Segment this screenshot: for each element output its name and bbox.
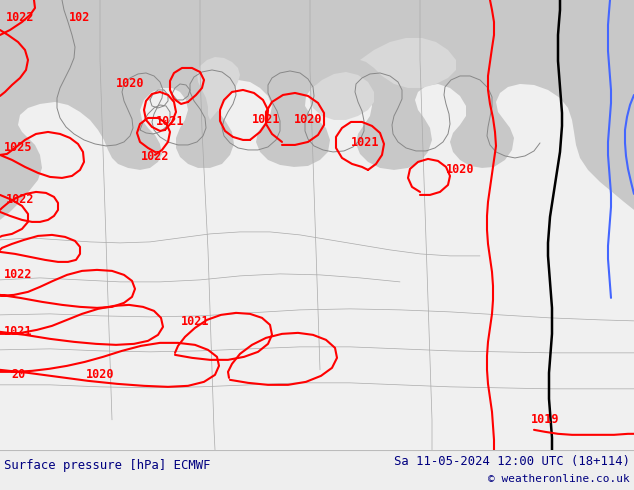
Polygon shape <box>0 0 634 220</box>
Polygon shape <box>309 72 374 120</box>
Text: © weatheronline.co.uk: © weatheronline.co.uk <box>488 474 630 484</box>
Text: 1022: 1022 <box>4 269 32 281</box>
Text: 1021: 1021 <box>4 325 32 339</box>
Text: 1025: 1025 <box>4 142 32 154</box>
Text: 1021: 1021 <box>156 116 184 128</box>
Text: 20: 20 <box>11 368 25 381</box>
Text: Surface pressure [hPa] ECMWF: Surface pressure [hPa] ECMWF <box>4 459 210 471</box>
Text: 102: 102 <box>69 11 91 24</box>
Text: 1022: 1022 <box>6 11 34 24</box>
Text: 1019: 1019 <box>531 414 559 426</box>
Text: 1020: 1020 <box>446 164 474 176</box>
Text: 1020: 1020 <box>86 368 114 381</box>
Text: Sa 11-05-2024 12:00 UTC (18+114): Sa 11-05-2024 12:00 UTC (18+114) <box>394 455 630 467</box>
Text: 1022: 1022 <box>141 150 169 164</box>
Text: 1021: 1021 <box>252 114 280 126</box>
Text: 1022: 1022 <box>6 194 34 206</box>
Polygon shape <box>197 57 240 120</box>
Text: 1021: 1021 <box>181 316 209 328</box>
Text: 1020: 1020 <box>294 114 322 126</box>
Text: 1021: 1021 <box>351 136 379 149</box>
Polygon shape <box>360 38 456 88</box>
Text: 1020: 1020 <box>116 77 145 91</box>
